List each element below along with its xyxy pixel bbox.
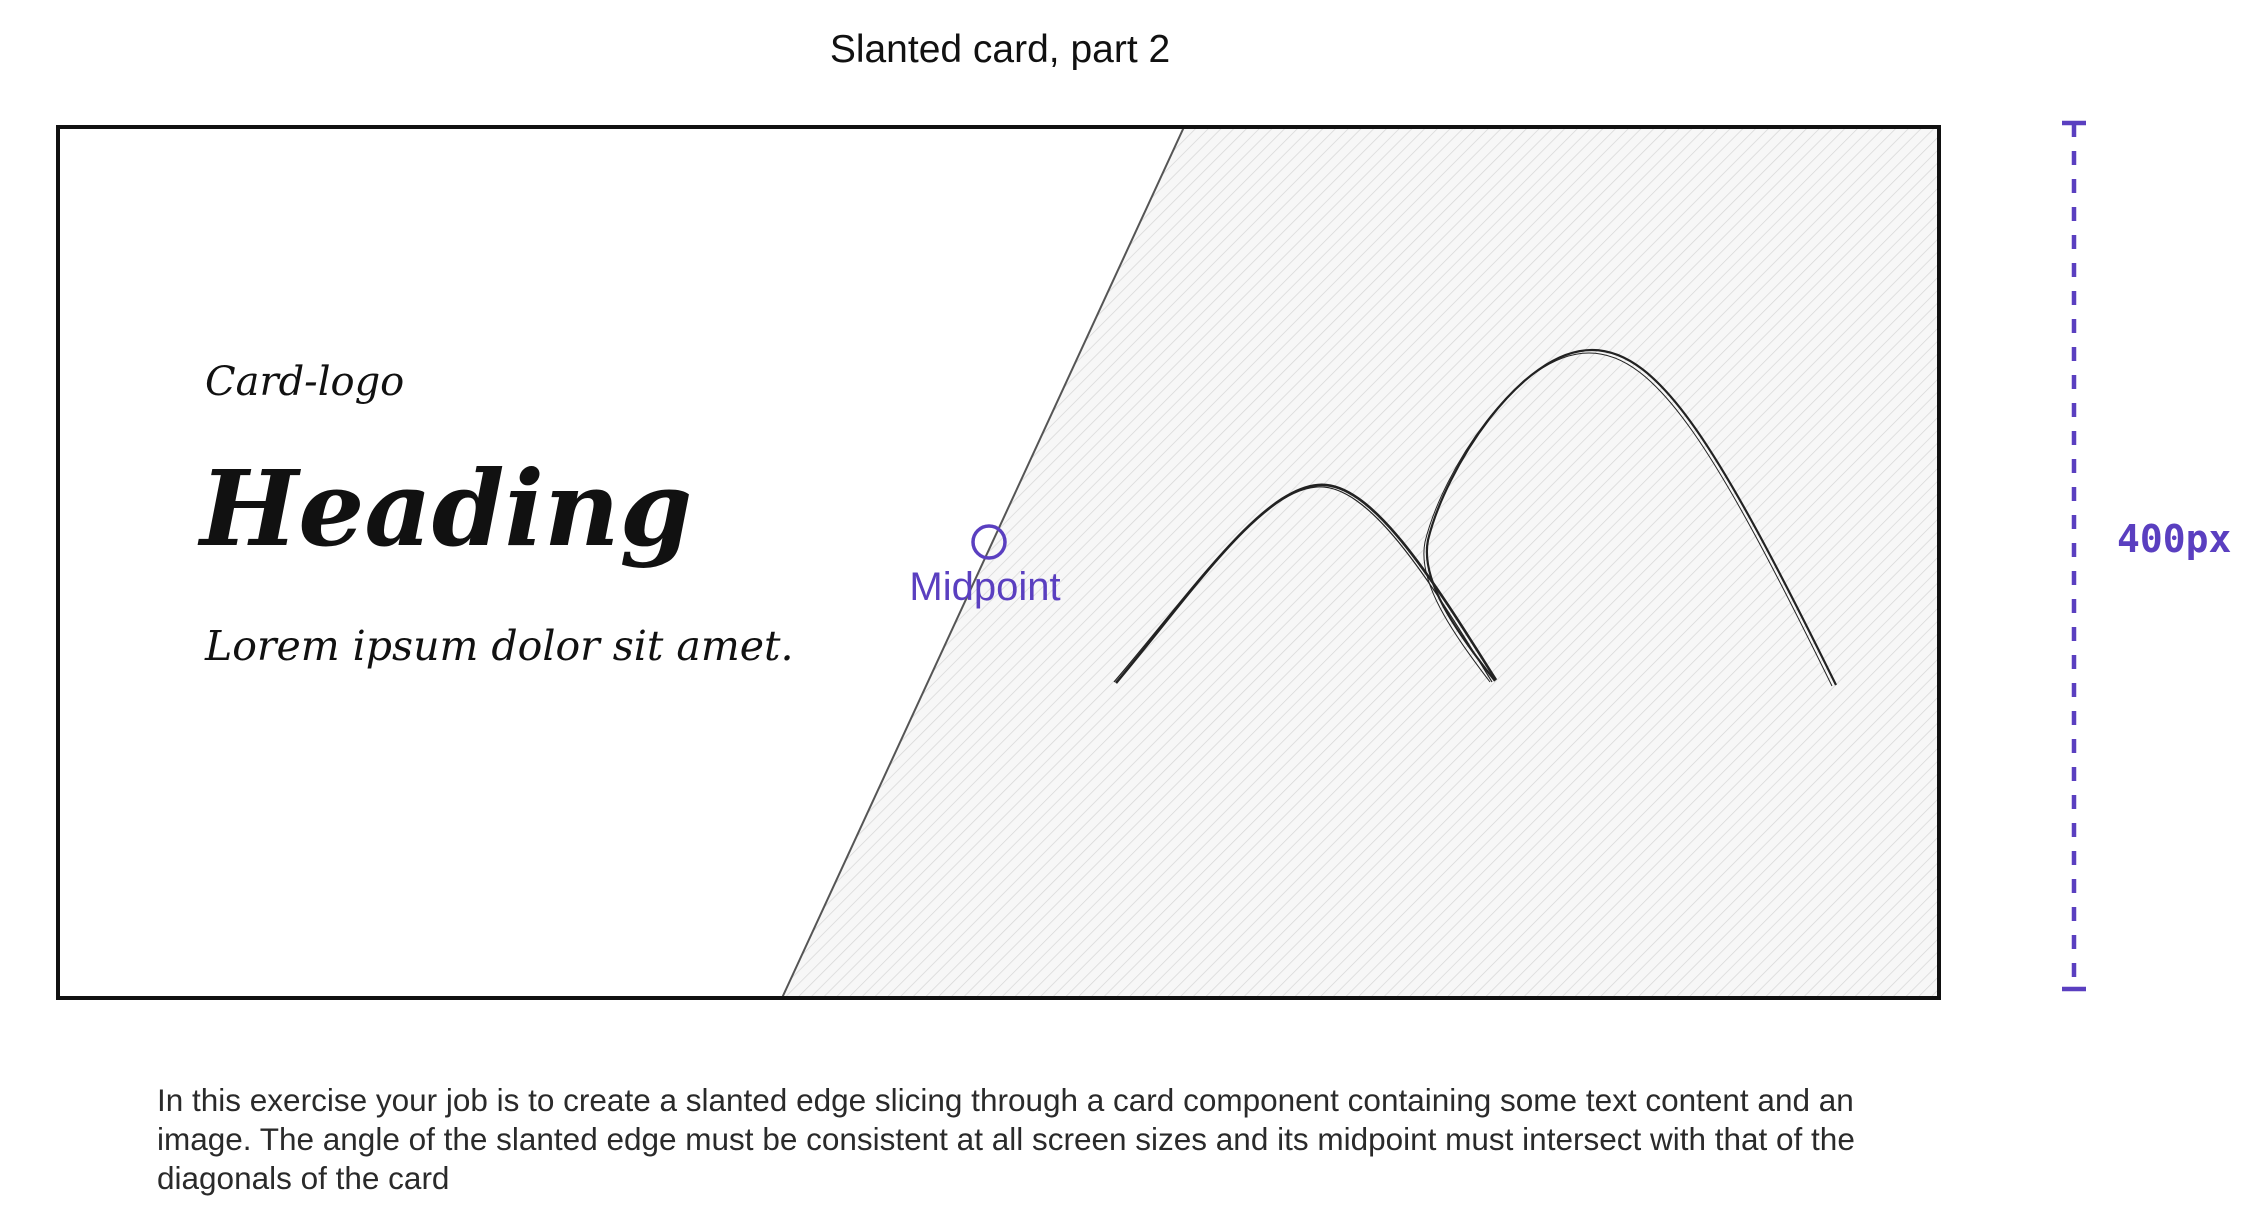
card-logo: Card-logo — [205, 359, 404, 405]
page-title: Slanted card, part 2 — [829, 28, 1171, 71]
exercise-description: In this exercise your job is to create a… — [157, 1082, 1855, 1196]
card-heading: Heading — [197, 447, 692, 570]
height-dimension-line — [2062, 120, 2086, 992]
height-dimension-label: 400px — [2117, 517, 2231, 561]
card-border — [56, 125, 1941, 1000]
slanted-image-area — [782, 127, 1939, 998]
midpoint-label: Midpoint — [909, 565, 1060, 609]
midpoint-circle-icon — [971, 524, 1007, 560]
mountains-icon — [1113, 348, 1837, 687]
card-body-text: Lorem ipsum dolor sit amet. — [204, 622, 794, 670]
slanted-edge — [781, 126, 1185, 999]
